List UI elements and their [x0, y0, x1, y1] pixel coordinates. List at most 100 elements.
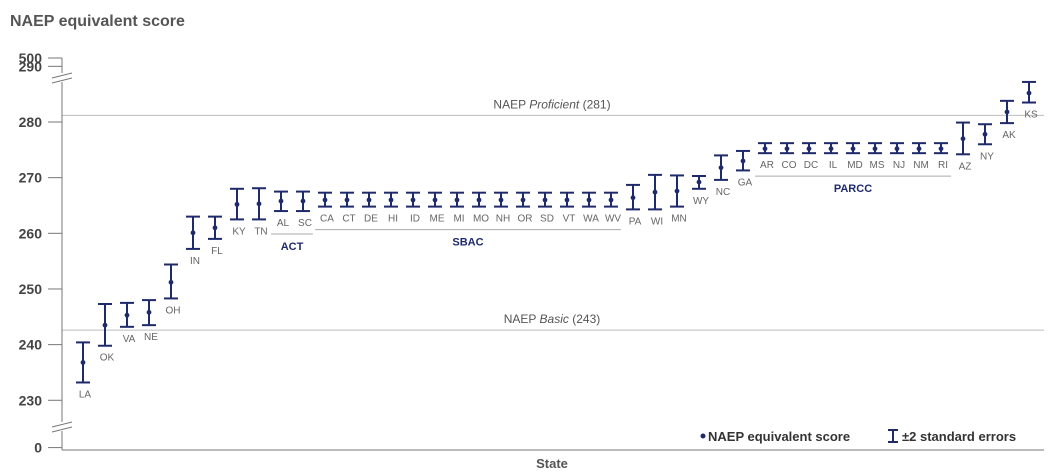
score-marker: [454, 197, 460, 203]
legend-point-icon: [700, 433, 706, 439]
reference-line-label: NAEP Proficient (281): [493, 97, 610, 111]
state-label: VA: [123, 334, 136, 345]
state-point-ar: AR: [758, 142, 774, 171]
state-point-ga: GA: [736, 149, 753, 188]
state-point-mo: MO: [472, 191, 489, 225]
state-label: NC: [716, 187, 730, 198]
group-label: PARCC: [834, 183, 872, 195]
state-label: IN: [190, 256, 200, 267]
score-marker: [410, 197, 416, 203]
state-label: NH: [496, 214, 510, 225]
legend-errorbar-icon: [888, 429, 898, 443]
y-tick-label: 260: [19, 225, 43, 241]
score-marker: [542, 197, 548, 203]
score-marker: [674, 188, 680, 194]
state-label: NJ: [893, 160, 905, 171]
state-point-sc: SC: [296, 190, 312, 229]
state-point-ms: MS: [868, 142, 885, 171]
score-marker: [894, 146, 900, 152]
score-marker: [476, 197, 482, 203]
state-label: NE: [144, 332, 158, 343]
state-label: AL: [277, 218, 290, 229]
state-point-la: LA: [76, 341, 91, 400]
state-label: KS: [1024, 110, 1038, 121]
state-label: DC: [804, 160, 818, 171]
state-label: ID: [410, 214, 420, 225]
state-point-in: IN: [186, 215, 200, 267]
score-marker: [388, 197, 394, 203]
legend: NAEP equivalent score ±2 standard errors: [700, 429, 1016, 444]
score-marker: [344, 197, 350, 203]
state-point-de: DE: [362, 191, 378, 225]
state-point-me: ME: [428, 191, 445, 225]
state-point-ca: CA: [318, 191, 334, 225]
score-marker: [1026, 90, 1032, 96]
score-marker: [586, 197, 592, 203]
state-point-tn: TN: [252, 187, 268, 237]
state-point-ak: AK: [1000, 99, 1016, 141]
score-marker: [828, 146, 834, 152]
consortium-groups: ACT SBAC PARCC: [271, 175, 951, 253]
y-axis-title: NAEP equivalent score: [10, 13, 185, 30]
score-marker: [850, 146, 856, 152]
state-label: DE: [364, 214, 378, 225]
score-marker: [432, 197, 438, 203]
state-point-ks: KS: [1022, 80, 1038, 121]
score-marker: [366, 197, 372, 203]
axis-break-bottom: [51, 421, 73, 433]
state-point-ny: NY: [978, 123, 994, 162]
state-label: VT: [563, 214, 576, 225]
legend-error-label: ±2 standard errors: [902, 429, 1016, 444]
score-marker: [916, 146, 922, 152]
axis-break-top: [51, 72, 73, 84]
score-marker: [146, 309, 152, 315]
state-label: OH: [166, 305, 181, 316]
y-tick-label: 500: [19, 50, 43, 66]
state-point-nm: NM: [912, 142, 929, 171]
state-label: FL: [211, 246, 223, 257]
state-label: AZ: [959, 161, 972, 172]
state-point-ne: NE: [142, 299, 158, 343]
state-label: NY: [980, 151, 994, 162]
score-marker: [564, 197, 570, 203]
y-tick-label: 270: [19, 170, 43, 186]
score-marker: [740, 158, 746, 164]
state-point-al: AL: [274, 190, 290, 229]
state-label: MI: [453, 214, 464, 225]
state-point-wa: WA: [582, 191, 599, 225]
state-point-pa: PA: [626, 183, 642, 227]
state-point-dc: DC: [802, 142, 818, 171]
y-tick-label: 290: [19, 58, 43, 74]
state-point-co: CO: [780, 142, 797, 171]
score-marker: [80, 360, 86, 365]
score-marker: [278, 198, 284, 204]
state-label: IL: [829, 160, 838, 171]
state-label: RI: [938, 160, 948, 171]
y-tick-label: 240: [19, 337, 43, 353]
state-point-nj: NJ: [890, 142, 905, 171]
state-label: SD: [540, 214, 554, 225]
state-label: WA: [583, 214, 599, 225]
state-label: GA: [738, 177, 753, 188]
y-tick-label: 230: [19, 392, 43, 408]
score-marker: [1004, 109, 1010, 115]
state-point-or: OR: [516, 191, 533, 225]
score-marker: [652, 189, 658, 195]
score-marker: [784, 146, 790, 152]
score-marker: [102, 322, 108, 328]
score-marker: [168, 279, 174, 285]
state-point-nc: NC: [714, 154, 730, 198]
state-point-il: IL: [824, 142, 838, 171]
score-marker: [762, 146, 768, 152]
state-label: MN: [671, 214, 687, 225]
state-label: CO: [782, 160, 797, 171]
state-point-wi: WI: [648, 173, 663, 227]
state-point-ok: OK: [98, 303, 115, 364]
state-point-mn: MN: [670, 174, 687, 225]
y-axis: [51, 58, 1044, 451]
state-label: WY: [693, 196, 709, 207]
state-point-id: ID: [406, 191, 420, 225]
state-point-oh: OH: [164, 263, 181, 316]
state-label: MS: [870, 160, 885, 171]
state-point-ri: RI: [934, 142, 948, 171]
